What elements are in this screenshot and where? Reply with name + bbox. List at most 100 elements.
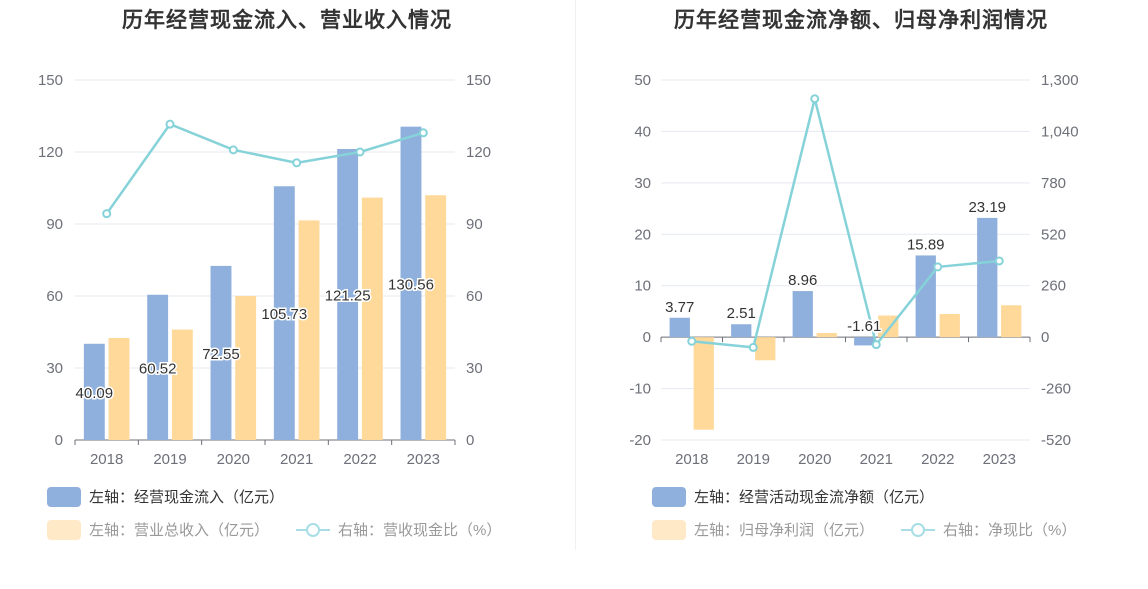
bar-secondary bbox=[816, 333, 837, 338]
bar-data-label: 72.55 bbox=[202, 346, 240, 363]
y-right-tick-label: 1,040 bbox=[1041, 123, 1079, 140]
bar-primary bbox=[731, 324, 752, 338]
bar-secondary bbox=[361, 197, 383, 440]
y-left-tick-label: 60 bbox=[46, 288, 63, 305]
legend-swatch bbox=[47, 486, 81, 507]
bar-primary bbox=[83, 343, 105, 440]
y-left-tick-label: -20 bbox=[629, 432, 651, 449]
bar-primary bbox=[669, 317, 690, 338]
x-tick-label: 2021 bbox=[280, 451, 313, 468]
line-point bbox=[748, 342, 758, 352]
legend-label: 左轴：经营活动现金流净额（亿元） bbox=[694, 489, 935, 506]
x-tick-label: 2019 bbox=[737, 451, 770, 468]
line-series bbox=[691, 98, 1000, 349]
x-tick-label: 2018 bbox=[90, 451, 123, 468]
bar-data-label: 105.73 bbox=[261, 306, 307, 323]
bar-data-label: 3.77 bbox=[665, 299, 694, 316]
bar-secondary bbox=[878, 315, 899, 338]
bar-primary bbox=[977, 217, 998, 338]
y-right-tick-label: 520 bbox=[1041, 226, 1066, 243]
x-tick-label: 2022 bbox=[921, 451, 954, 468]
y-right-tick-label: 0 bbox=[466, 432, 474, 449]
line-point bbox=[871, 340, 881, 350]
bar-data-label: 40.09 bbox=[76, 385, 114, 402]
bar-primary bbox=[915, 255, 936, 338]
chart-panel-left: 历年经营现金流入、营业收入情况 0 0 30 30 60 60 90 90 120 120 150 1… bbox=[38, 9, 501, 540]
line-point bbox=[228, 145, 238, 155]
x-tick-label: 2020 bbox=[798, 451, 831, 468]
chart-canvas: -20 -520 -10 -260 0 0 10 260 20 520 30 780 40 1,040 50… bbox=[629, 72, 1079, 468]
line-point bbox=[165, 119, 175, 129]
bar-secondary bbox=[298, 220, 320, 440]
line-point bbox=[292, 158, 302, 168]
legend-swatch bbox=[652, 486, 686, 507]
legend-label: 左轴：营业总收入（亿元） bbox=[89, 522, 270, 539]
legend-item-net-cash-flow[interactable]: 左轴：经营活动现金流净额（亿元） bbox=[652, 486, 934, 507]
chart-title: 历年经营现金流入、营业收入情况 bbox=[122, 9, 452, 32]
bar-secondary bbox=[939, 314, 960, 338]
y-left-tick-label: 90 bbox=[46, 216, 63, 233]
line-point bbox=[994, 256, 1004, 266]
x-tick-label: 2019 bbox=[153, 451, 186, 468]
y-left-tick-label: -10 bbox=[629, 381, 651, 398]
legend-label: 左轴：经营现金流入（亿元） bbox=[89, 489, 285, 506]
legend-swatch bbox=[47, 519, 81, 540]
legend-item-revenue[interactable]: 左轴：营业总收入（亿元） bbox=[47, 519, 269, 540]
legend-item-cash-ratio[interactable]: 右轴：营收现金比（%） bbox=[296, 519, 501, 540]
y-left-tick-label: 40 bbox=[634, 123, 651, 140]
bar-primary bbox=[273, 186, 295, 440]
x-tick-label: 2018 bbox=[675, 451, 708, 468]
bar-data-label: 130.56 bbox=[388, 276, 434, 293]
legend-item-net-cash-ratio[interactable]: 右轴：净现比（%） bbox=[901, 519, 1076, 540]
y-left-tick-label: 50 bbox=[634, 72, 651, 89]
legend-line-icon bbox=[901, 520, 935, 540]
y-right-tick-label: 60 bbox=[466, 288, 483, 305]
y-right-tick-label: 1,300 bbox=[1041, 72, 1079, 89]
y-right-tick-label: 150 bbox=[466, 72, 491, 89]
line-point bbox=[933, 262, 943, 272]
legend-line-icon bbox=[296, 520, 330, 540]
x-tick-label: 2023 bbox=[983, 451, 1016, 468]
y-left-tick-label: 30 bbox=[46, 360, 63, 377]
panel-divider bbox=[575, 0, 576, 550]
legend-label: 右轴：净现比（%） bbox=[943, 522, 1077, 539]
line-point bbox=[355, 147, 365, 157]
chart-title: 历年经营现金流净额、归母净利润情况 bbox=[674, 9, 1048, 32]
legend-label: 右轴：营收现金比（%） bbox=[338, 522, 502, 539]
legend-item-cash-inflow[interactable]: 左轴：经营现金流入（亿元） bbox=[47, 486, 284, 507]
bar-primary bbox=[210, 265, 232, 440]
bar-primary bbox=[792, 291, 813, 338]
bar-data-label: 8.96 bbox=[788, 272, 817, 289]
legend-swatch bbox=[652, 519, 686, 540]
y-left-tick-label: 10 bbox=[634, 278, 651, 295]
bar-secondary bbox=[235, 296, 257, 440]
y-right-tick-label: -260 bbox=[1041, 381, 1071, 398]
line-point bbox=[687, 336, 697, 346]
x-tick-label: 2023 bbox=[407, 451, 440, 468]
bar-primary bbox=[147, 294, 169, 440]
bar-data-label: 15.89 bbox=[907, 236, 945, 253]
y-left-tick-label: 0 bbox=[55, 432, 63, 449]
chart-panel-right: 历年经营现金流净额、归母净利润情况 -20 -520 -10 -260 0 0 10 260 2… bbox=[574, 0, 1148, 589]
y-left-tick-label: 150 bbox=[38, 72, 63, 89]
bar-primary bbox=[400, 126, 422, 440]
chart-canvas: 0 0 30 30 60 60 90 90 120 120 150 150 2018 2019 2020 20… bbox=[38, 72, 491, 468]
bar-secondary bbox=[425, 195, 447, 440]
x-tick-label: 2022 bbox=[343, 451, 376, 468]
bar-data-label: -1.61 bbox=[847, 318, 881, 335]
y-left-tick-label: 20 bbox=[634, 226, 651, 243]
y-left-tick-label: 0 bbox=[643, 329, 651, 346]
bar-secondary bbox=[1001, 305, 1022, 338]
y-right-tick-label: 780 bbox=[1041, 175, 1066, 192]
line-point bbox=[102, 209, 112, 219]
line-series bbox=[105, 122, 424, 215]
y-right-tick-label: 260 bbox=[1041, 278, 1066, 295]
bar-data-label: 121.25 bbox=[325, 288, 371, 305]
y-right-tick-label: 0 bbox=[1041, 329, 1049, 346]
bar-data-label: 60.52 bbox=[139, 360, 177, 377]
legend-label: 左轴：归母净利润（亿元） bbox=[694, 522, 875, 539]
legend-item-net-profit[interactable]: 左轴：归母净利润（亿元） bbox=[652, 519, 874, 540]
bar-secondary bbox=[755, 337, 776, 361]
bar-data-label: 2.51 bbox=[727, 305, 756, 322]
bar-secondary bbox=[171, 329, 193, 440]
